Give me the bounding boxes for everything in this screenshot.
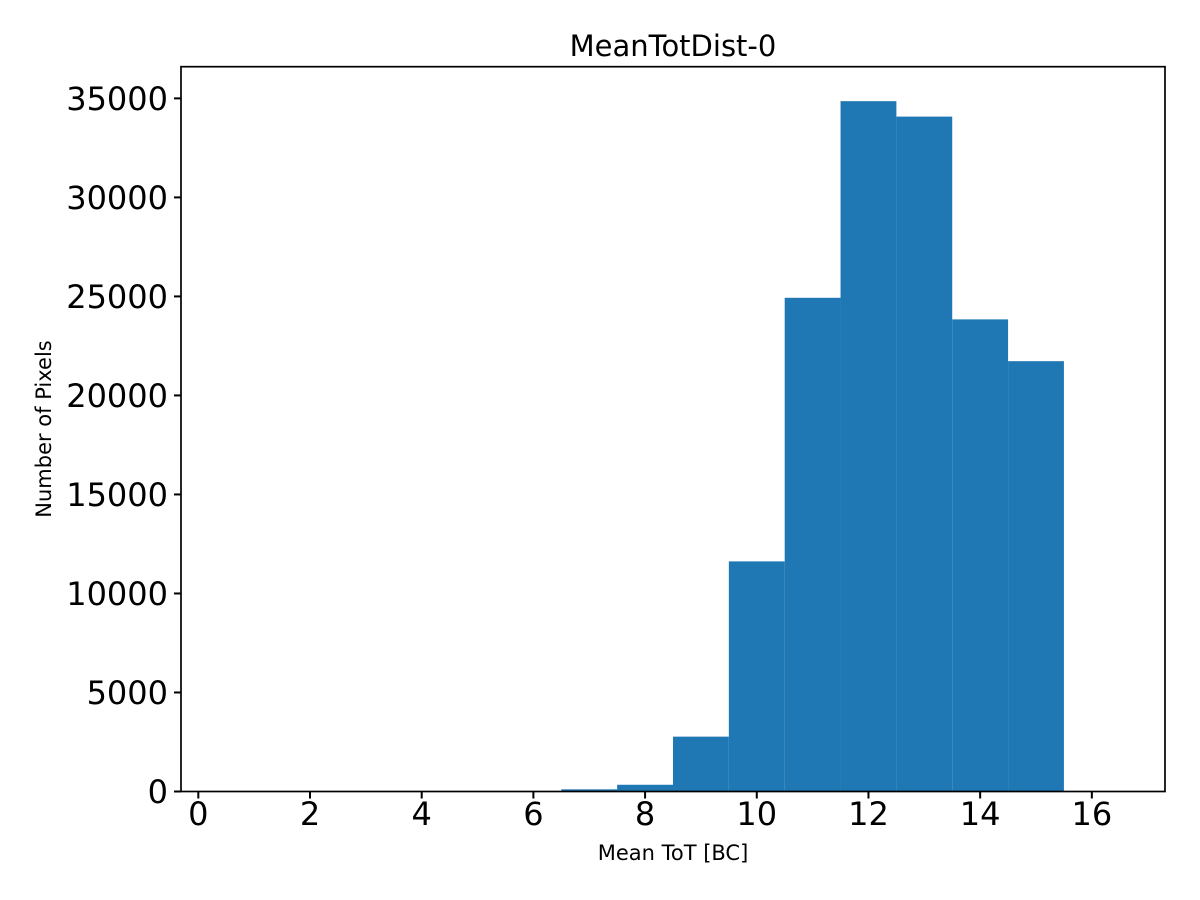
x-tick-label: 14	[960, 795, 1001, 833]
histogram-bar	[840, 101, 897, 792]
y-tick-label: 25000	[66, 278, 168, 316]
histogram-bar	[896, 116, 953, 792]
histogram-bar	[952, 319, 1009, 792]
axis-ticks-group: 0 2 4 6 8 10 12 14 16 0 5000 10000 15000 20000 25000 30…	[66, 80, 1112, 833]
x-tick-label: 8	[635, 795, 655, 833]
histogram-bar	[673, 736, 729, 792]
x-tick-label: 0	[188, 795, 208, 833]
histogram-bar	[728, 561, 785, 792]
histogram-bar	[1008, 361, 1064, 792]
histogram-bar	[784, 297, 841, 792]
plot-frame	[180, 65, 1166, 793]
y-tick-label: 0	[148, 773, 168, 811]
histogram-bar	[617, 784, 673, 792]
x-tick-label: 10	[736, 795, 777, 833]
y-tick-label: 15000	[66, 476, 168, 514]
y-tick-label: 35000	[66, 80, 168, 118]
x-axis-label: Mean ToT [BC]	[598, 841, 749, 865]
y-tick-label: 20000	[66, 377, 168, 415]
x-tick-label: 16	[1071, 795, 1112, 833]
x-tick-label: 4	[412, 795, 432, 833]
x-tick-label: 2	[300, 795, 320, 833]
chart-title: MeanTotDist-0	[570, 29, 777, 63]
y-tick-label: 5000	[87, 674, 168, 712]
histogram-bar	[561, 789, 618, 792]
histogram-bars-group	[561, 101, 1064, 792]
x-tick-label: 6	[523, 795, 543, 833]
y-tick-label: 30000	[66, 179, 168, 217]
x-tick-label: 12	[848, 795, 889, 833]
y-tick-label: 10000	[66, 575, 168, 613]
y-axis-label: Number of Pixels	[32, 340, 56, 517]
